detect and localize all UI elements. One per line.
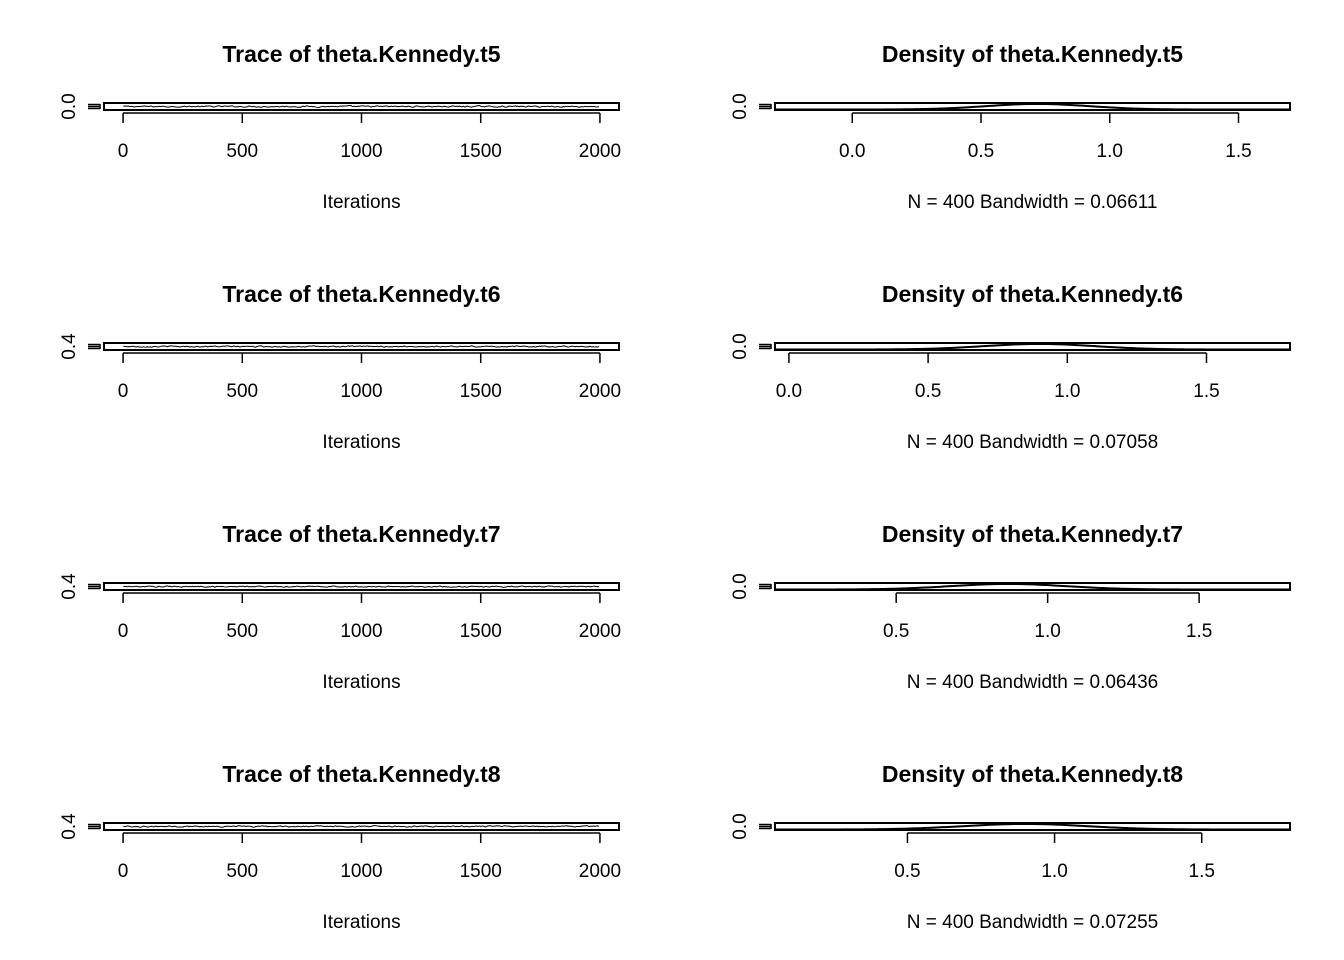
trace-panel: Trace of theta.Kennedy.t7 0 500 1000 1500 200…	[59, 521, 621, 693]
density-panel: Density of theta.Kennedy.t5 0.0 0.5 1.0 1.5 0…	[730, 41, 1291, 213]
y-tick-label: 0.0	[730, 333, 751, 359]
x-tick-label: 500	[226, 381, 258, 402]
x-axis-label: Iterations	[322, 912, 400, 933]
x-tick-label: 1.5	[1189, 861, 1215, 882]
plot-frame	[774, 582, 1291, 591]
panel-title: Density of theta.Kennedy.t8	[882, 761, 1183, 787]
x-tick-label: 0.5	[883, 621, 909, 642]
x-tick-label: 1.5	[1225, 141, 1251, 162]
y-tick-label: 0.0	[59, 93, 80, 119]
x-tick-label: 2000	[579, 141, 621, 162]
x-tick-label: 0.5	[915, 381, 941, 402]
x-tick-label: 0.5	[894, 861, 920, 882]
trace-line	[123, 105, 600, 108]
plot-frame	[103, 582, 620, 591]
panel-title: Trace of theta.Kennedy.t5	[222, 41, 500, 67]
x-tick-label: 1.5	[1193, 381, 1219, 402]
y-tick-label: 0.0	[730, 93, 751, 119]
x-axis-label: N = 400 Bandwidth = 0.07255	[907, 912, 1158, 933]
density-curve	[775, 822, 1290, 831]
x-tick-label: 2000	[579, 621, 621, 642]
x-tick-label: 0	[118, 141, 129, 162]
x-axis-label: N = 400 Bandwidth = 0.06611	[907, 192, 1157, 213]
trace-panel: Trace of theta.Kennedy.t6 0 500 1000 1500 200…	[59, 281, 621, 453]
x-tick-label: 1.0	[1097, 141, 1123, 162]
x-axis-label: N = 400 Bandwidth = 0.07058	[907, 432, 1158, 453]
y-tick-label: 0.0	[730, 813, 751, 839]
plot-frame	[103, 822, 620, 831]
trace-line	[123, 825, 600, 828]
x-tick-label: 1.0	[1041, 861, 1067, 882]
trace-line	[123, 585, 600, 588]
x-tick-label: 1000	[340, 621, 382, 642]
x-tick-label: 1000	[340, 381, 382, 402]
x-tick-label: 2000	[579, 861, 621, 882]
panel-title: Density of theta.Kennedy.t6	[882, 281, 1183, 307]
x-axis-label: Iterations	[322, 672, 400, 693]
x-tick-label: 1000	[340, 141, 382, 162]
x-tick-label: 500	[226, 861, 258, 882]
x-tick-label: 1.0	[1054, 381, 1080, 402]
x-tick-label: 0	[118, 381, 129, 402]
trace-panel: Trace of theta.Kennedy.t5 0 500 1000 1500 200…	[59, 41, 621, 213]
x-tick-label: 1.0	[1034, 621, 1060, 642]
panel-title: Trace of theta.Kennedy.t7	[222, 521, 500, 547]
x-tick-label: 500	[226, 621, 258, 642]
density-panel: Density of theta.Kennedy.t6 0.0 0.5 1.0 1.5 0…	[730, 281, 1291, 453]
trace-panel: Trace of theta.Kennedy.t8 0 500 1000 1500 200…	[59, 761, 621, 933]
x-tick-label: 500	[226, 141, 258, 162]
x-tick-label: 0.0	[839, 141, 865, 162]
x-tick-label: 1500	[460, 621, 502, 642]
density-curve	[775, 582, 1290, 591]
x-axis-label: Iterations	[322, 432, 400, 453]
panel-title: Trace of theta.Kennedy.t6	[222, 281, 500, 307]
x-tick-label: 2000	[579, 381, 621, 402]
plot-frame	[774, 342, 1291, 351]
x-tick-label: 0.5	[968, 141, 994, 162]
plot-frame	[103, 342, 620, 351]
x-tick-label: 0.0	[776, 381, 802, 402]
x-axis-label: Iterations	[322, 192, 400, 213]
panel-title: Density of theta.Kennedy.t7	[882, 521, 1183, 547]
x-tick-label: 0	[118, 621, 129, 642]
x-tick-label: 1.5	[1186, 621, 1212, 642]
x-tick-label: 1500	[460, 861, 502, 882]
y-tick-label: 0.4	[59, 333, 80, 360]
panel-title: Density of theta.Kennedy.t5	[882, 41, 1183, 67]
y-tick-label: 0.4	[59, 573, 80, 600]
x-tick-label: 1500	[460, 141, 502, 162]
y-tick-label: 0.0	[730, 573, 751, 599]
trace-line	[123, 345, 600, 348]
x-tick-label: 1000	[340, 861, 382, 882]
panel-title: Trace of theta.Kennedy.t8	[222, 761, 500, 787]
density-curve	[775, 342, 1290, 351]
density-panel: Density of theta.Kennedy.t8 0.5 1.0 1.5 0.0 N…	[730, 761, 1291, 933]
x-axis-label: N = 400 Bandwidth = 0.06436	[907, 672, 1158, 693]
density-panel: Density of theta.Kennedy.t7 0.5 1.0 1.5 0.0 N…	[730, 521, 1291, 693]
x-tick-label: 0	[118, 861, 129, 882]
density-curve	[775, 102, 1290, 111]
x-tick-label: 1500	[460, 381, 502, 402]
y-tick-label: 0.4	[59, 813, 80, 840]
plot-frame	[103, 102, 620, 111]
